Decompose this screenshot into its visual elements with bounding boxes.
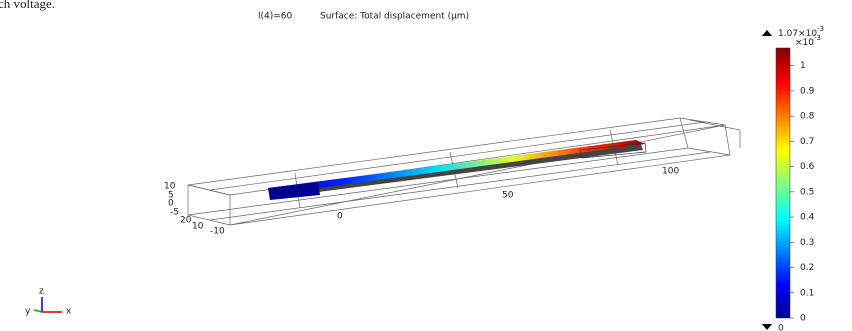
x-axis-label: 0 bbox=[337, 212, 343, 222]
z-axis-label: -5 bbox=[170, 208, 179, 218]
colorbar-tick-label: 0.4 bbox=[800, 213, 815, 223]
colorbar-tick-label: 0.1 bbox=[800, 288, 814, 298]
triad-label: x bbox=[66, 307, 72, 317]
triad-label: y bbox=[25, 307, 31, 317]
colorbar-tick-label: 0.3 bbox=[800, 238, 814, 248]
beam-surface bbox=[268, 140, 646, 200]
y-axis-label: -10 bbox=[210, 227, 225, 237]
plot-subtitle: Surface: Total displacement (μm) bbox=[320, 12, 469, 22]
axis-triad: z y x bbox=[25, 287, 72, 317]
colorbar-tick-label: 0.7 bbox=[800, 137, 814, 147]
min-value: 0 bbox=[778, 324, 784, 331]
y-axis-label: 10 bbox=[192, 222, 204, 232]
colorbar-tick-label: 0.2 bbox=[800, 263, 814, 273]
colorbar-tick-label: 0 bbox=[800, 314, 806, 324]
colorbar-tick-label: 0.6 bbox=[800, 162, 815, 172]
plot-window: ch voltage. l(4)=60 Surface: Total displ… bbox=[0, 0, 852, 331]
x-axis-label: 100 bbox=[662, 167, 679, 177]
min-arrow bbox=[762, 324, 772, 330]
triad-label: z bbox=[39, 287, 44, 297]
plot-title: l(4)=60 bbox=[258, 12, 293, 22]
caption: ch voltage. bbox=[0, 0, 55, 11]
colorbar-tick-label: 1 bbox=[800, 61, 806, 71]
y-axis-label: 20 bbox=[180, 216, 192, 226]
colorbar-tick-label: 0.5 bbox=[800, 187, 814, 197]
x-axis-label: 50 bbox=[502, 191, 514, 201]
max-arrow bbox=[762, 30, 772, 36]
colorbar-gradient bbox=[776, 48, 790, 318]
colorbar: 1.07×10-3 ×10-3 0 bbox=[762, 25, 824, 331]
colorbar-tick-label: 0.8 bbox=[800, 112, 815, 122]
colorbar-tick-label: 0.9 bbox=[800, 86, 815, 96]
